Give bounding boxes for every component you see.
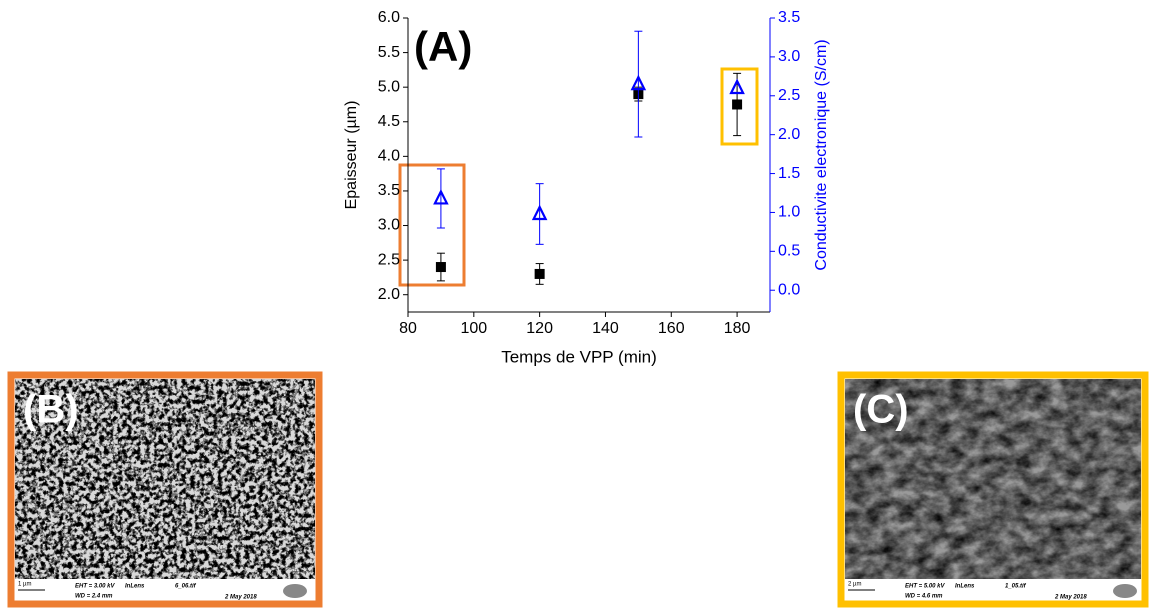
info-text: EHT = 5.00 kV	[905, 584, 946, 590]
x-axis-label: Temps de VPP (min)	[501, 347, 657, 366]
panel-label: (A)	[414, 23, 472, 70]
y-tick-label: 4.5	[378, 113, 400, 130]
info-text: WD = 4.6 mm	[905, 594, 943, 600]
y2-tick-label: 2.0	[778, 126, 800, 143]
y-tick-label: 2.0	[378, 286, 400, 303]
y-tick-label: 3.0	[378, 217, 400, 234]
info-text: WD = 2.4 mm	[75, 594, 113, 600]
info-text: 2 May 2018	[224, 595, 257, 601]
x-tick-label: 80	[399, 320, 417, 337]
y-tick-label: 5.5	[378, 44, 400, 61]
x-tick-label: 180	[724, 320, 751, 337]
marker-triangle	[630, 74, 647, 91]
marker-triangle	[433, 188, 449, 205]
x-tick-label: 140	[592, 320, 619, 337]
scale-text: 1 µm	[18, 582, 31, 588]
y2-tick-label: 1.5	[778, 165, 800, 182]
marker-triangle	[729, 78, 745, 95]
y2-tick-label: 2.5	[778, 87, 800, 104]
marker-square	[435, 262, 446, 273]
x-tick-label: 160	[658, 320, 685, 337]
x-tick-label: 100	[460, 320, 487, 337]
info-text: 2 May 2018	[1054, 595, 1087, 601]
y-tick-label: 6.0	[378, 9, 400, 26]
info-text: 6_06.tif	[175, 584, 197, 590]
panel-label: (B)	[23, 388, 79, 432]
scale-text: 2 µm	[848, 582, 861, 588]
highlight-box	[720, 67, 759, 146]
marker-triangle	[531, 204, 548, 221]
info-text: InLens	[125, 584, 145, 590]
y2-axis-label: Conductivite electronique (S/cm)	[813, 39, 830, 270]
logo	[1113, 584, 1137, 598]
x-tick-label: 120	[526, 320, 553, 337]
info-text: EHT = 3.00 kV	[75, 584, 116, 590]
sem-texture	[15, 379, 315, 579]
sem-texture	[845, 379, 1141, 579]
y2-tick-label: 3.0	[778, 48, 800, 65]
y2-tick-label: 1.0	[778, 204, 800, 221]
y2-tick-label: 3.5	[778, 9, 800, 26]
marker-square	[534, 268, 545, 279]
marker-square	[732, 99, 743, 110]
highlight-box	[398, 163, 466, 287]
y-axis-label: Epaisseur (µm)	[343, 101, 360, 210]
y-tick-label: 5.0	[378, 78, 400, 95]
info-text: 1_05.tif	[1005, 584, 1027, 590]
info-text: InLens	[955, 584, 975, 590]
logo	[283, 584, 307, 598]
y2-tick-label: 0.5	[778, 243, 800, 260]
y-tick-label: 4.0	[378, 148, 400, 165]
panel-label: (C)	[853, 388, 909, 432]
y-tick-label: 3.5	[378, 182, 400, 199]
y2-tick-label: 0.0	[778, 281, 800, 298]
y-tick-label: 2.5	[378, 251, 400, 268]
